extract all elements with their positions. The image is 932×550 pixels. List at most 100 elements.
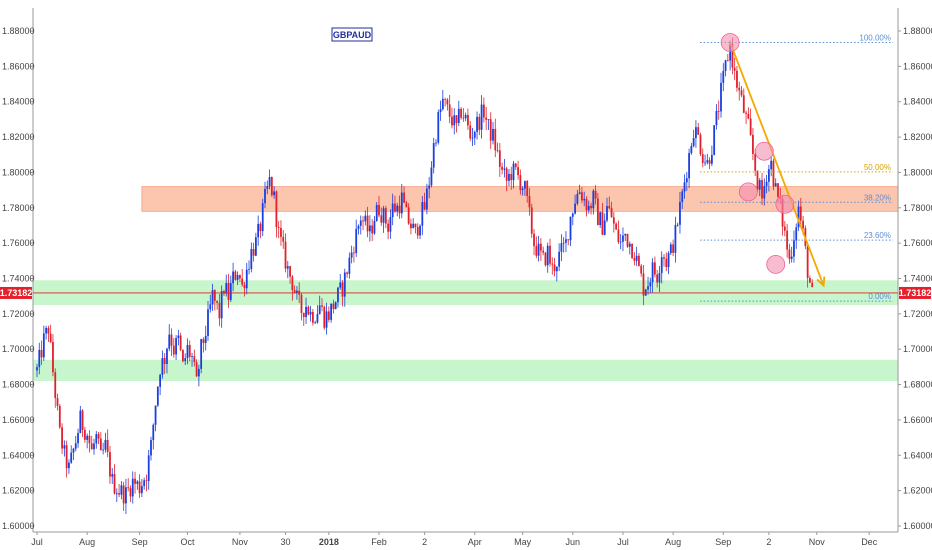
- fib-level-label: 0.00%: [868, 292, 891, 301]
- candle-body: [749, 118, 752, 135]
- candle-body: [663, 257, 665, 259]
- candle-body: [86, 435, 89, 440]
- trend-line: [729, 42, 825, 286]
- candle-body: [36, 367, 38, 371]
- candle-body: [628, 243, 631, 247]
- symbol-label[interactable]: GBPAUD: [331, 27, 373, 42]
- x-tick-label: Aug: [665, 537, 681, 547]
- candle-body: [549, 245, 551, 264]
- candle-body: [651, 262, 654, 283]
- y-tick-label-left: 1.60000: [2, 521, 35, 531]
- candle-body: [656, 274, 659, 283]
- candle-body: [202, 339, 205, 343]
- candle-body: [414, 223, 417, 228]
- candle-body: [487, 119, 490, 121]
- candle-body: [72, 448, 75, 453]
- candle-body: [321, 305, 323, 307]
- candle-body: [444, 98, 447, 100]
- candle-body: [273, 191, 276, 196]
- candle-body: [150, 440, 152, 456]
- candle-body: [156, 386, 159, 406]
- candle-body: [722, 70, 725, 83]
- x-tick-label: Jul: [617, 537, 629, 547]
- candle-body: [649, 282, 652, 287]
- candle-body: [154, 405, 157, 425]
- candle-body: [544, 252, 547, 266]
- candle-body: [400, 192, 403, 214]
- candle-body: [774, 183, 777, 187]
- candle-body: [708, 160, 711, 164]
- candle-body: [713, 125, 716, 155]
- candle-body: [574, 203, 576, 214]
- candle-body: [56, 398, 59, 406]
- symbol-label-box: [331, 27, 373, 42]
- y-tick-label-left: 1.78000: [2, 203, 35, 213]
- candle-body: [688, 153, 690, 179]
- price-badge-right: [899, 286, 931, 299]
- x-tick-label: Nov: [809, 537, 826, 547]
- candle-body: [268, 176, 271, 187]
- y-tick-label-left: 1.72000: [2, 309, 35, 319]
- candle-body: [460, 108, 462, 118]
- y-tick-label-left: 1.68000: [2, 380, 35, 390]
- candle-body: [236, 275, 239, 280]
- candle-body: [731, 43, 734, 68]
- candle-body: [234, 271, 237, 280]
- candle-body: [683, 182, 686, 192]
- x-tick-label: 2: [766, 537, 771, 547]
- candle-body: [428, 185, 431, 189]
- candle-body: [394, 203, 396, 212]
- candle-body: [704, 162, 706, 164]
- candle-body: [120, 485, 123, 495]
- candle-body: [765, 181, 768, 187]
- candle-body: [45, 327, 48, 334]
- candle-body: [311, 311, 314, 323]
- x-tick-label: Apr: [468, 537, 482, 547]
- candle-body: [503, 168, 506, 170]
- candle-body: [362, 220, 364, 222]
- candle-body: [658, 273, 661, 283]
- candle-body: [701, 154, 704, 163]
- candle-body: [505, 168, 508, 181]
- candle-body: [70, 452, 73, 463]
- candle-body: [790, 256, 793, 259]
- candle-body: [115, 493, 118, 494]
- candle-body: [261, 203, 264, 232]
- candle-body: [81, 410, 84, 430]
- candle-body: [526, 181, 529, 196]
- candle-body: [42, 333, 45, 358]
- candle-body: [159, 374, 162, 387]
- candle-body: [535, 246, 538, 256]
- y-tick-label-left: 1.70000: [2, 344, 35, 354]
- price-badge-left-text: 1.73182: [0, 288, 32, 298]
- candle-body: [378, 204, 380, 216]
- candle-body: [257, 223, 260, 238]
- candle-body: [724, 60, 727, 71]
- candle-body: [250, 249, 253, 269]
- candle-body: [398, 205, 401, 214]
- candle-body: [106, 439, 109, 453]
- x-tick-label: Oct: [180, 537, 195, 547]
- candle-body: [690, 146, 693, 154]
- fib-level-label: 23.60%: [864, 231, 891, 240]
- candle-body: [270, 176, 273, 196]
- swing-circle: [738, 182, 758, 202]
- candle-body: [539, 243, 542, 251]
- candle-body: [537, 243, 540, 256]
- candle-body: [245, 269, 248, 289]
- candle-body: [384, 208, 387, 224]
- candle-body: [578, 192, 581, 194]
- candle-body: [47, 327, 50, 334]
- candle-body: [182, 349, 184, 362]
- symbol-label-text: GBPAUD: [333, 30, 372, 40]
- candle-body: [323, 306, 326, 328]
- candle-body: [223, 291, 225, 294]
- candle-body: [143, 480, 146, 487]
- candle-body: [462, 117, 465, 119]
- candle-body: [407, 207, 410, 224]
- y-tick-label-left: 1.82000: [2, 132, 35, 142]
- x-tick-label: 2: [422, 537, 427, 547]
- candle-body: [660, 257, 663, 274]
- candle-body: [355, 228, 358, 254]
